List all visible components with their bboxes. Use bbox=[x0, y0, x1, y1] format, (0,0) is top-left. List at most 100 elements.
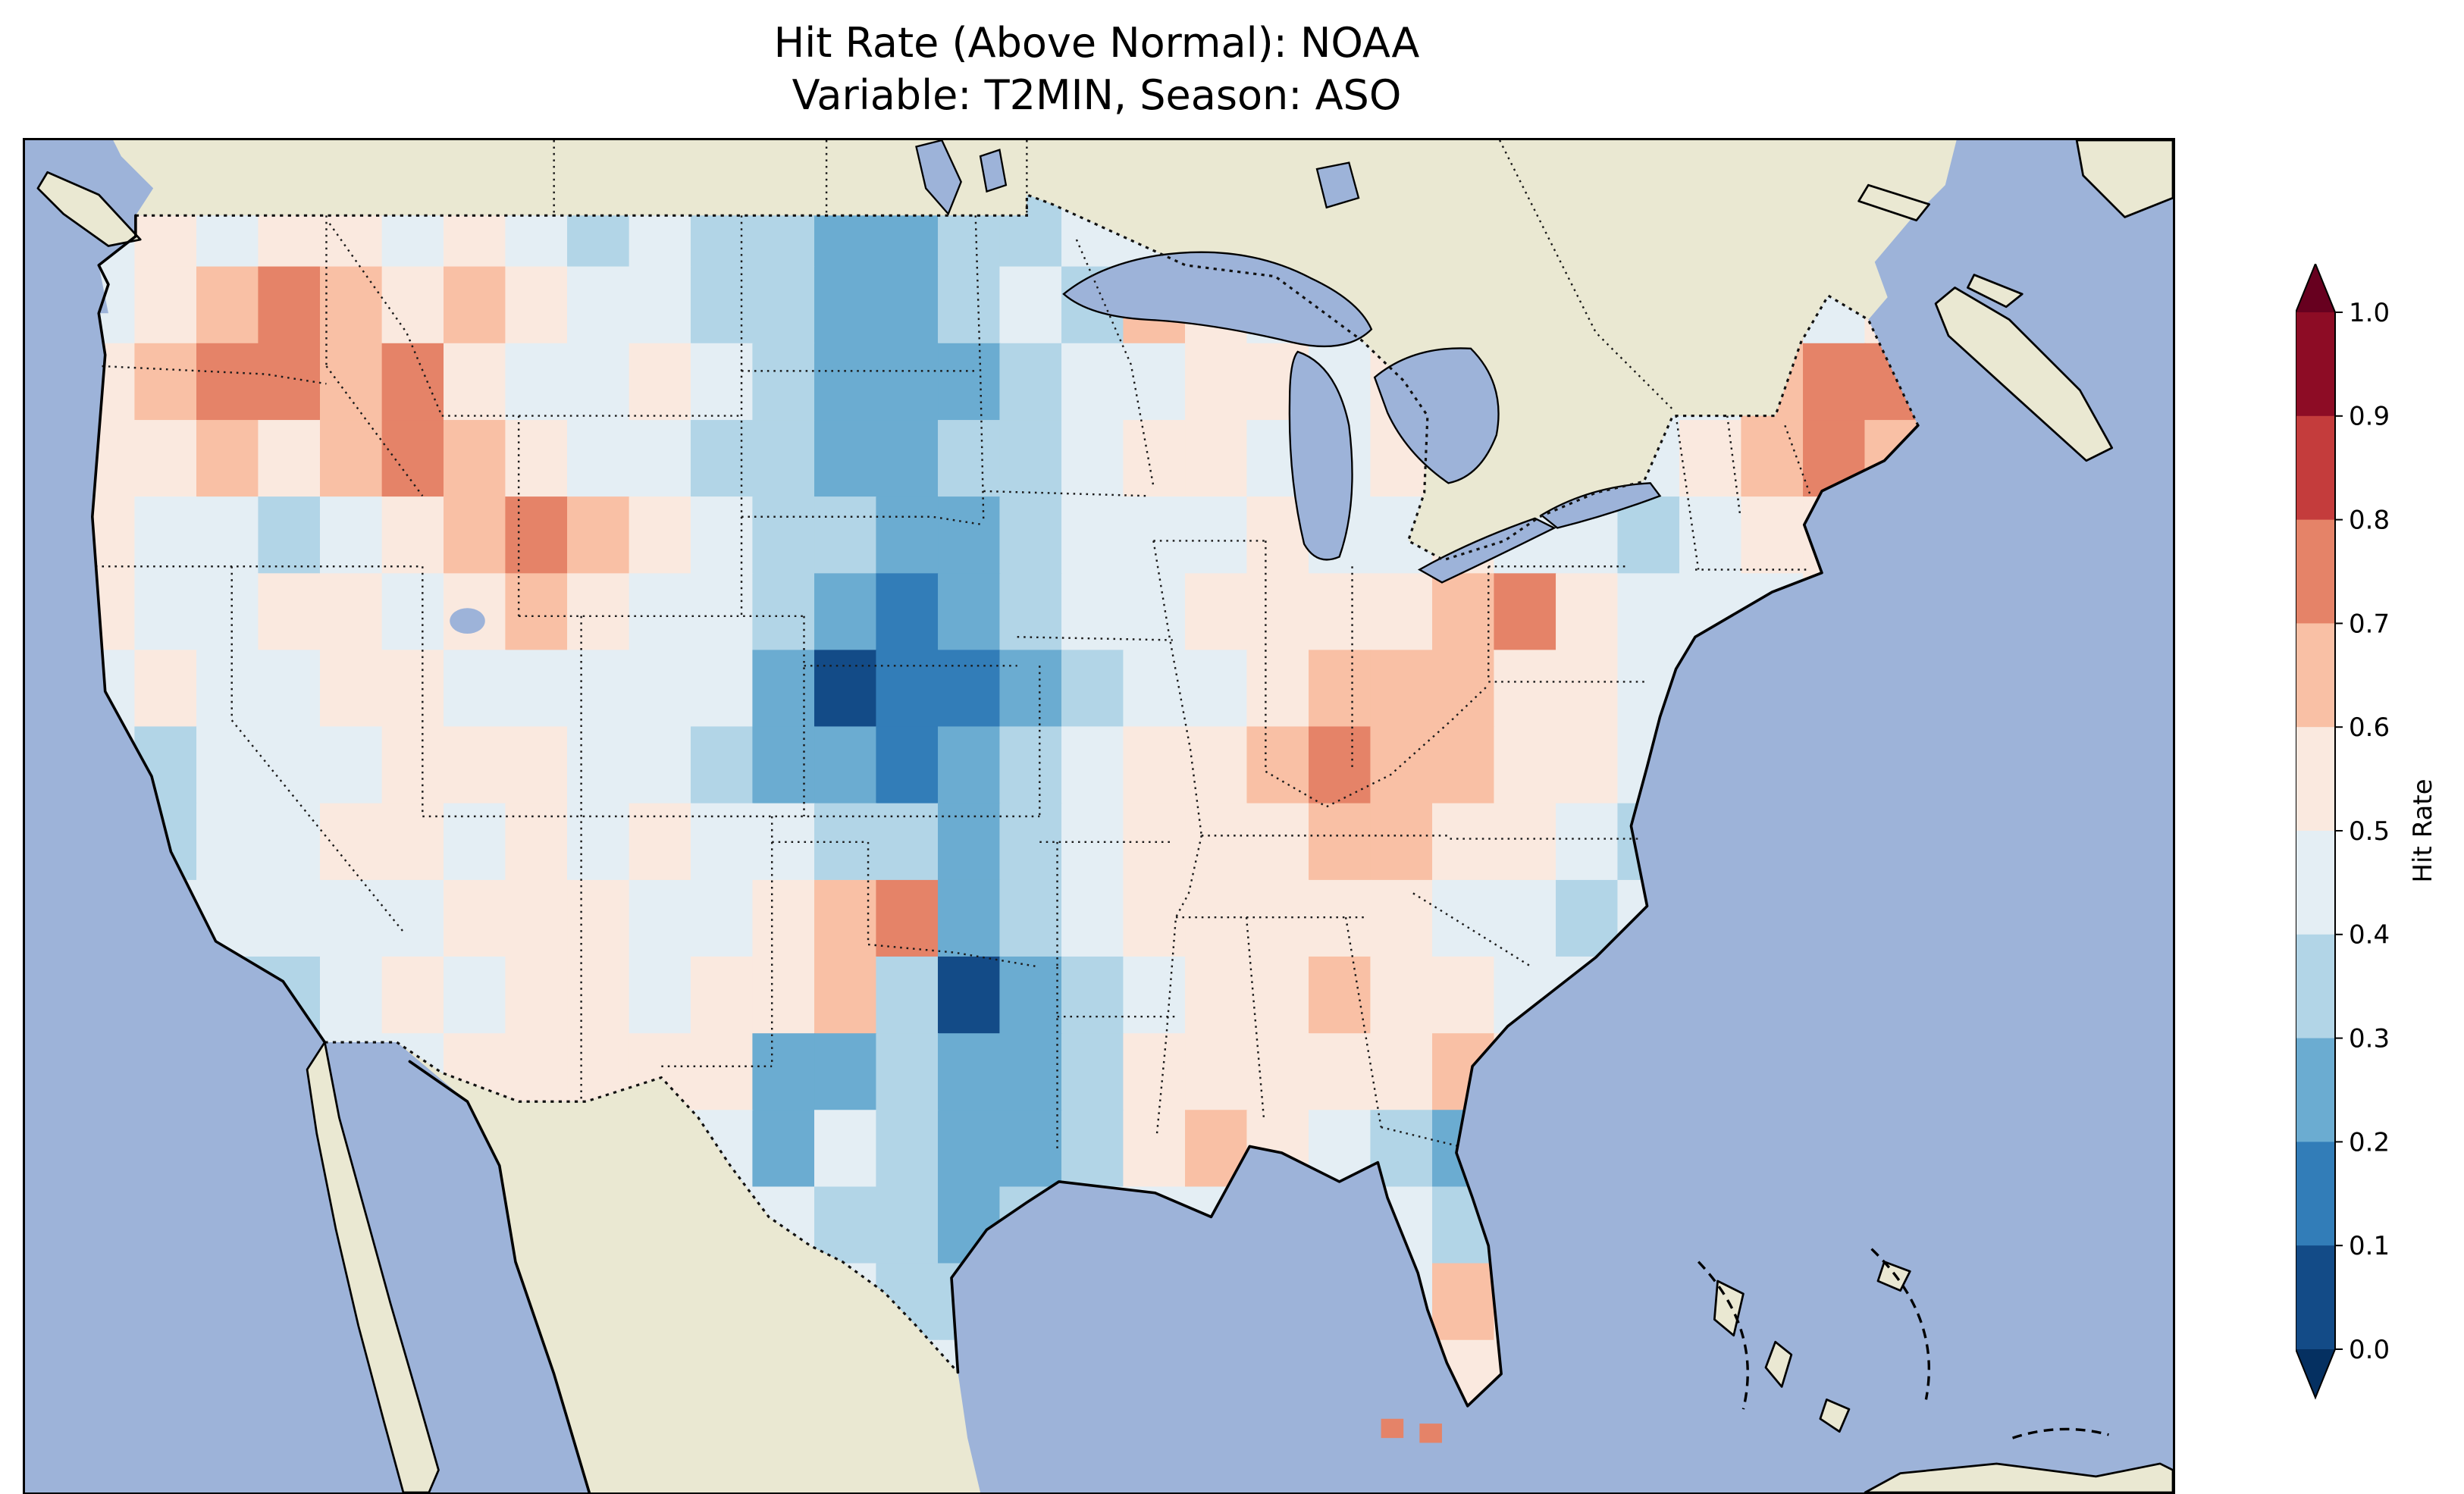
grid-cell bbox=[1061, 650, 1124, 728]
grid-cell bbox=[567, 956, 630, 1035]
grid-cell bbox=[1185, 879, 1248, 958]
florida-keys-data-points bbox=[1381, 1418, 1442, 1443]
grid-cell bbox=[1246, 803, 1310, 882]
grid-cell bbox=[1061, 1110, 1124, 1188]
colorbar-under-arrow bbox=[2296, 1349, 2335, 1398]
grid-cell bbox=[1432, 1263, 1495, 1342]
grid-cell bbox=[876, 650, 939, 728]
lake-winnipeg bbox=[915, 140, 962, 216]
colorbar-tick-label: 0.2 bbox=[2349, 1127, 2390, 1157]
grid-cell bbox=[1309, 956, 1372, 1035]
figure-title: Hit Rate (Above Normal): NOAA Variable: … bbox=[23, 17, 2171, 121]
grid-cell bbox=[752, 1033, 816, 1111]
grid-cell bbox=[505, 343, 569, 421]
grid-cell bbox=[258, 879, 321, 958]
grid-cell bbox=[691, 420, 754, 498]
grid-cell bbox=[1246, 573, 1310, 651]
grid-cell bbox=[196, 650, 259, 728]
grid-cell bbox=[1741, 496, 1804, 575]
grid-cell bbox=[938, 1033, 1001, 1111]
grid-cell bbox=[320, 343, 383, 421]
grid-cell bbox=[1432, 956, 1495, 1035]
grid-cell bbox=[1061, 956, 1124, 1035]
grid-cell bbox=[999, 879, 1063, 958]
offshore-grid-cell bbox=[1381, 1418, 1404, 1439]
grid-cell bbox=[444, 726, 506, 804]
grid-cell bbox=[691, 1033, 754, 1111]
grid-cell bbox=[320, 879, 383, 958]
grid-cell bbox=[876, 726, 939, 804]
bahama-bank-outline bbox=[1870, 1248, 1931, 1400]
grid-cell bbox=[1309, 879, 1372, 958]
grid-cell bbox=[567, 726, 630, 804]
grid-cell bbox=[567, 420, 630, 498]
grid-cell bbox=[196, 573, 259, 651]
grid-cell bbox=[1123, 650, 1187, 728]
grid-cell bbox=[938, 803, 1001, 882]
grid-cell bbox=[876, 879, 939, 958]
gulf-of-california-coastline bbox=[408, 1060, 591, 1492]
grid-cell bbox=[814, 956, 877, 1035]
grid-cell bbox=[505, 803, 569, 882]
grid-cell bbox=[444, 343, 506, 421]
state-boundary-line bbox=[1412, 892, 1532, 968]
grid-cell bbox=[814, 1186, 877, 1265]
grid-cell bbox=[320, 650, 383, 728]
grid-cell bbox=[381, 496, 445, 575]
bahama-bank-outline bbox=[1697, 1261, 1749, 1410]
grid-cell bbox=[1432, 726, 1495, 804]
grid-cell bbox=[1309, 726, 1372, 804]
grid-cell bbox=[1556, 726, 1619, 804]
newfoundland bbox=[2075, 140, 2173, 218]
state-boundary-line bbox=[1675, 415, 1700, 570]
grid-cell bbox=[381, 420, 445, 498]
great-salt-lake bbox=[450, 608, 485, 634]
grid-cell bbox=[381, 726, 445, 804]
grid-cell bbox=[691, 726, 754, 804]
colorbar-over-arrow bbox=[2296, 264, 2335, 312]
grid-cell bbox=[1061, 496, 1124, 575]
bahamas-island bbox=[1713, 1279, 1745, 1337]
grid-cell bbox=[1309, 1033, 1372, 1111]
grid-cell bbox=[381, 573, 445, 651]
grid-cell bbox=[938, 420, 1001, 498]
grid-cell bbox=[258, 266, 321, 345]
colorbar-segment bbox=[2296, 312, 2335, 417]
grid-cell bbox=[999, 496, 1063, 575]
grid-cell bbox=[1185, 420, 1248, 498]
colorbar-segment bbox=[2296, 831, 2335, 935]
state-boundary-line bbox=[1075, 239, 1155, 487]
grid-cell bbox=[629, 496, 692, 575]
us-canada-border bbox=[135, 193, 1920, 562]
grid-cell bbox=[1123, 420, 1187, 498]
grid-cell bbox=[876, 1110, 939, 1188]
colorbar: 1.0 0.9 0.8 0.7 0.6 0.5 0.4 0.3 0.2 0.1 0.0 bbox=[2296, 264, 2390, 1400]
grid-cell bbox=[1061, 343, 1124, 421]
grid-cell bbox=[691, 650, 754, 728]
prince-edward-island bbox=[1967, 274, 2024, 309]
grid-cell bbox=[876, 420, 939, 498]
colorbar-segment bbox=[2296, 1142, 2335, 1246]
grid-cell bbox=[92, 496, 136, 575]
atlantic-gulf-coastline bbox=[950, 424, 1920, 1408]
grid-cell bbox=[320, 496, 383, 575]
state-boundary-line bbox=[1155, 835, 1202, 1137]
grid-cell bbox=[629, 803, 692, 882]
grid-cell bbox=[752, 726, 816, 804]
state-boundary-line bbox=[741, 515, 984, 526]
grid-cell bbox=[444, 420, 506, 498]
bahamas-island bbox=[1819, 1398, 1851, 1433]
grid-cell bbox=[196, 496, 259, 575]
grid-cell bbox=[938, 496, 1001, 575]
great-lakes bbox=[450, 140, 1662, 634]
grid-cell bbox=[1185, 496, 1248, 575]
grid-cell bbox=[814, 343, 877, 421]
grid-cell bbox=[1309, 573, 1372, 651]
state-boundary-line bbox=[1726, 415, 1741, 515]
grid-cell bbox=[567, 496, 630, 575]
grid-cell bbox=[814, 266, 877, 345]
grid-cell bbox=[381, 266, 445, 345]
bahamas-island bbox=[1764, 1340, 1793, 1388]
grid-cell bbox=[505, 650, 569, 728]
grid-cell bbox=[1370, 573, 1434, 651]
